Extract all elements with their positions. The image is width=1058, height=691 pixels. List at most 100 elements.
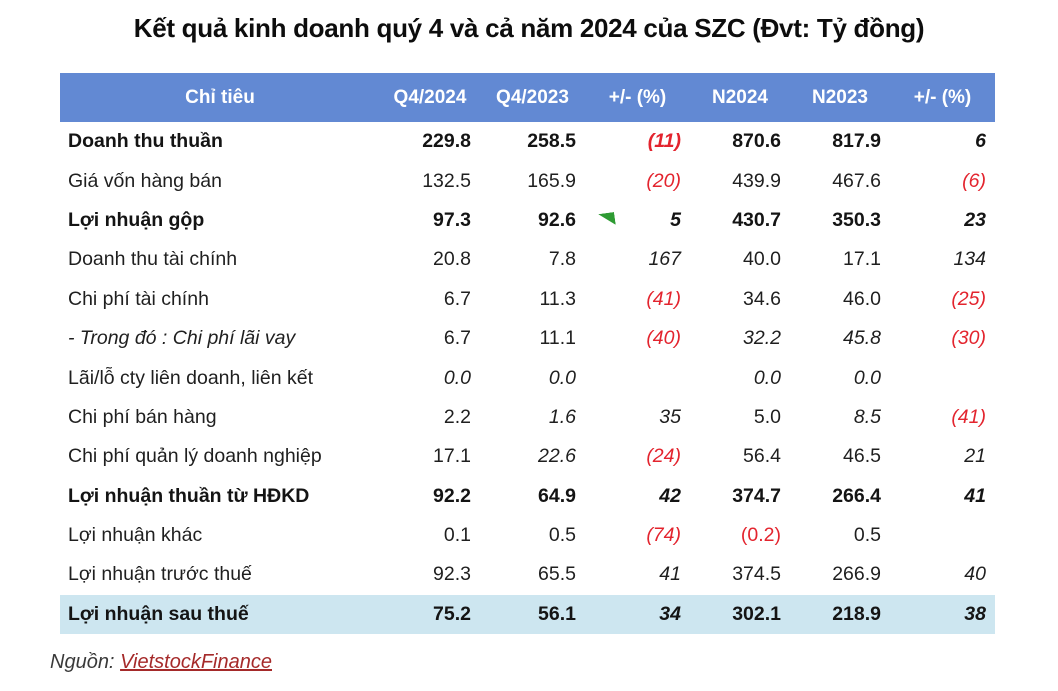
cell-value: 41 <box>964 484 986 507</box>
green-corner-triangle-icon <box>598 212 616 227</box>
cell-value: 1.6 <box>548 405 576 428</box>
cell-value: 46.0 <box>843 287 881 310</box>
financial-results-table: Chỉ tiêu Q4/2024 Q4/2023 +/- (%) N2024 N… <box>60 73 995 635</box>
cell-value: 92.2 <box>433 484 471 507</box>
cell-value: 75.2 <box>433 602 471 625</box>
table-row: - Trong đó : Chi phí lãi vay 6.7 11.1 (4… <box>60 318 995 359</box>
cell-value: 40 <box>964 563 986 586</box>
table-row: Chi phí tài chính 6.7 11.3 (41) 34.6 46.… <box>60 279 995 319</box>
cell-value: (40) <box>646 327 681 350</box>
cell-value: 302.1 <box>732 602 781 625</box>
cell-value: 40.0 <box>743 248 781 271</box>
cell-value: (30) <box>951 327 986 350</box>
table-row: Lãi/lỗ cty liên doanh, liên kết 0.0 0.0 … <box>60 358 995 398</box>
column-header-pct-year: +/- (%) <box>913 86 972 108</box>
cell-value: 266.4 <box>832 484 881 507</box>
cell-value: 0.0 <box>443 366 471 389</box>
cell-value: 0.5 <box>548 524 576 547</box>
cell-value: 2.2 <box>443 405 471 428</box>
cell-value: 6.7 <box>443 287 471 310</box>
cell-value: 266.9 <box>832 563 881 586</box>
cell-value: 46.5 <box>843 445 881 468</box>
column-header-n2023: N2023 <box>812 86 868 108</box>
row-label: Doanh thu tài chính <box>68 248 238 271</box>
cell-value: 167 <box>648 248 681 271</box>
table-row: Giá vốn hàng bán 132.5 165.9 (20) 439.9 … <box>60 161 995 201</box>
cell-value: 229.8 <box>422 130 471 153</box>
cell-value: (74) <box>646 524 681 547</box>
cell-value: 0.1 <box>443 524 471 547</box>
cell-value: (11) <box>647 130 681 153</box>
cell-value: 467.6 <box>832 169 881 192</box>
cell-value: 439.9 <box>732 169 781 192</box>
cell-value: 41 <box>659 563 681 586</box>
row-label: Giá vốn hàng bán <box>68 169 222 192</box>
row-label: - Trong đó : Chi phí lãi vay <box>68 327 296 350</box>
row-label: Lợi nhuận khác <box>68 524 203 547</box>
table-row: Chi phí bán hàng 2.2 1.6 35 5.0 8.5 (41) <box>60 397 995 438</box>
column-header-pct-quarter: +/- (%) <box>608 86 667 108</box>
column-header-n2024: N2024 <box>712 86 768 108</box>
cell-value: 21 <box>964 445 986 468</box>
table-header-row: Chỉ tiêu Q4/2024 Q4/2023 +/- (%) N2024 N… <box>60 73 995 122</box>
cell-value: 5.0 <box>753 405 781 428</box>
cell-value: 430.7 <box>732 208 781 231</box>
cell-value: 11.3 <box>539 287 576 310</box>
cell-value: 45.8 <box>843 327 881 350</box>
cell-value: 56.1 <box>538 602 576 625</box>
table-row: Chi phí quản lý doanh nghiệp 17.1 22.6 (… <box>60 437 995 477</box>
cell-value: 0.5 <box>853 524 881 547</box>
cell-value: 5 <box>585 209 690 232</box>
source-note: Nguồn: VietstockFinance <box>50 651 272 674</box>
cell-value: 20.8 <box>433 248 471 271</box>
row-label: Lợi nhuận trước thuế <box>68 563 252 586</box>
table-row: Lợi nhuận thuần từ HĐKD 92.2 64.9 42 374… <box>60 476 995 516</box>
cell-value: (20) <box>646 169 681 192</box>
table-row: Lợi nhuận gộp 97.3 92.6 5 430.7 350.3 23 <box>60 200 995 241</box>
row-label: Chi phí bán hàng <box>68 405 217 428</box>
cell-value: (0.2) <box>740 524 781 547</box>
table-row: Lợi nhuận trước thuế 92.3 65.5 41 374.5 … <box>60 555 995 595</box>
cell-value: 218.9 <box>832 602 881 625</box>
cell-value: 134 <box>953 248 986 271</box>
cell-value: 258.5 <box>527 130 576 153</box>
cell-value: 7.8 <box>548 248 576 271</box>
table-row-total: Lợi nhuận sau thuế 75.2 56.1 34 302.1 21… <box>60 594 995 635</box>
source-link[interactable]: VietstockFinance <box>120 651 272 673</box>
row-label: Lợi nhuận sau thuế <box>68 602 249 625</box>
cell-value: (41) <box>646 287 681 310</box>
row-label: Lợi nhuận thuần từ HĐKD <box>68 484 310 507</box>
cell-value: (25) <box>951 287 986 310</box>
table-row: Doanh thu tài chính 20.8 7.8 167 40.0 17… <box>60 240 995 280</box>
cell-value: 92.6 <box>538 208 576 231</box>
cell-value: 23 <box>964 208 986 231</box>
cell-value: 92.3 <box>433 563 471 586</box>
cell-value: 17.1 <box>433 445 471 468</box>
cell-value: (6) <box>962 169 986 192</box>
row-label: Lãi/lỗ cty liên doanh, liên kết <box>68 366 313 389</box>
cell-value: 870.6 <box>732 130 781 153</box>
column-header-q4-2023: Q4/2023 <box>496 86 569 108</box>
cell-value: (24) <box>646 445 681 468</box>
cell-value: 42 <box>659 484 681 507</box>
row-label: Lợi nhuận gộp <box>68 208 205 231</box>
cell-value-text: 5 <box>670 208 681 231</box>
cell-value: 817.9 <box>832 130 881 153</box>
cell-value: 56.4 <box>743 445 781 468</box>
cell-value: 374.5 <box>732 563 781 586</box>
cell-value: 65.5 <box>538 563 576 586</box>
row-label: Chi phí quản lý doanh nghiệp <box>68 445 322 468</box>
row-label: Doanh thu thuần <box>68 130 223 153</box>
column-header-chi-tieu: Chỉ tiêu <box>185 86 255 108</box>
cell-value: 64.9 <box>538 484 576 507</box>
cell-value: 0.0 <box>548 366 576 389</box>
cell-value: 17.1 <box>843 248 881 271</box>
cell-value: 132.5 <box>422 169 471 192</box>
cell-value: 32.2 <box>743 327 781 350</box>
cell-value: 38 <box>964 602 986 625</box>
cell-value: (41) <box>951 405 986 428</box>
cell-value: 165.9 <box>527 169 576 192</box>
cell-value: 350.3 <box>832 208 881 231</box>
page-title: Kết quả kinh doanh quý 4 và cả năm 2024 … <box>133 13 925 43</box>
source-prefix: Nguồn: <box>50 651 121 673</box>
